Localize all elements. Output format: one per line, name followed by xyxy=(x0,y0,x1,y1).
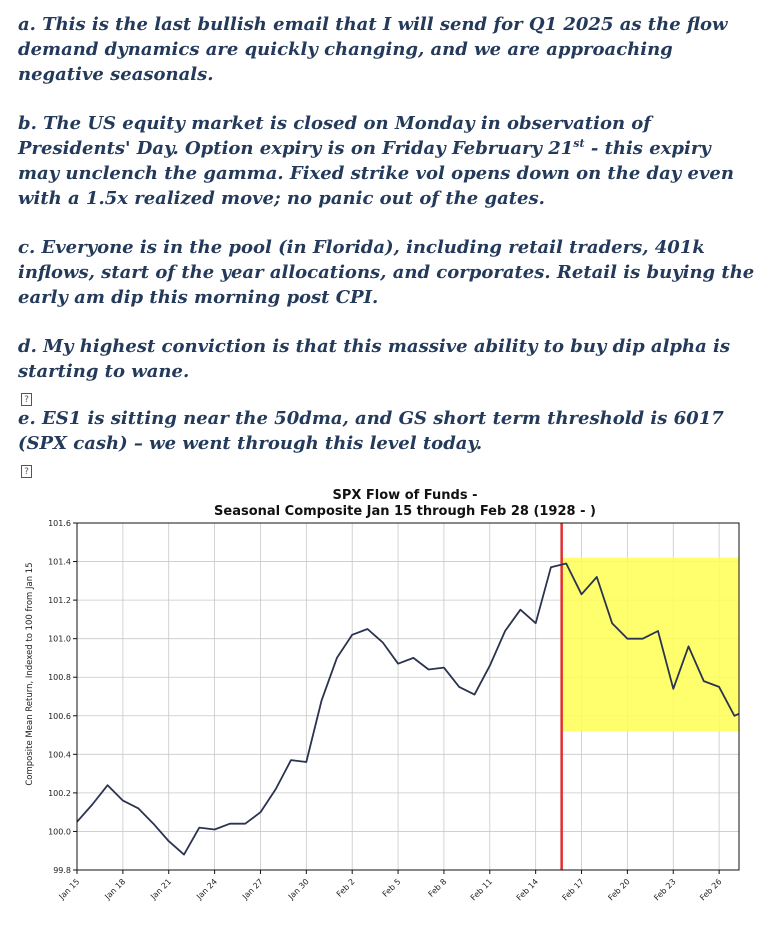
highlight-band xyxy=(561,557,739,732)
image-placeholder-row-1: ? xyxy=(18,384,758,406)
y-tick-label: 101.4 xyxy=(48,558,71,567)
y-tick-label: 101.2 xyxy=(48,596,71,605)
x-tick-label: Feb 23 xyxy=(652,877,677,902)
x-tick-label: Feb 2 xyxy=(335,877,357,899)
x-tick-label: Feb 8 xyxy=(427,877,449,899)
paragraph-b-text: b. The US equity market is closed on Mon… xyxy=(18,113,652,159)
paragraph-c: c. Everyone is in the pool (in Florida),… xyxy=(18,237,755,308)
y-tick-label: 100.2 xyxy=(48,789,71,798)
paragraph-d: d. My highest conviction is that this ma… xyxy=(18,336,731,382)
paragraph-a: a. This is the last bullish email that I… xyxy=(18,14,728,85)
x-tick-label: Feb 14 xyxy=(515,877,540,902)
y-tick-label: 101.6 xyxy=(48,519,71,528)
x-tick-label: Feb 11 xyxy=(469,877,494,902)
email-body: a. This is the last bullish email that I… xyxy=(18,12,758,478)
x-tick-label: Jan 18 xyxy=(102,877,127,902)
image-placeholder-row-2: ? xyxy=(18,456,758,478)
chart-title-line2: Seasonal Composite Jan 15 through Feb 28… xyxy=(214,504,596,519)
paragraph-b-text-cont: - this expiry may unclench the gamma. Fi… xyxy=(18,138,734,209)
y-tick-label: 100.6 xyxy=(48,712,71,721)
y-tick-label: 100.0 xyxy=(48,827,71,836)
y-tick-label: 100.8 xyxy=(48,673,71,682)
x-tick-label: Jan 27 xyxy=(240,877,265,902)
y-axis-label: Composite Mean Return, Indexed to 100 fr… xyxy=(25,562,35,785)
paragraph-b-superscript: st xyxy=(573,137,585,150)
x-tick-label: Feb 17 xyxy=(561,877,586,902)
y-axis-ticks: 99.8 100.0 100.2 100.4 100.6 100.8 101.0 101.2 1… xyxy=(48,519,77,875)
x-axis-ticks: Jan 15 Jan 18 Jan 21 Jan 24 Jan 27 Jan 30 Feb … xyxy=(57,870,724,902)
x-tick-label: Jan 15 xyxy=(57,877,82,902)
broken-image-icon: ? xyxy=(21,393,32,406)
y-tick-label: 99.8 xyxy=(53,866,71,875)
chart-container: SPX Flow of Funds - Seasonal Composite J… xyxy=(0,484,770,931)
x-tick-label: Feb 20 xyxy=(606,877,631,902)
chart-title-line1: SPX Flow of Funds - xyxy=(332,488,477,503)
x-tick-label: Jan 24 xyxy=(194,877,219,902)
paragraph-b: b. The US equity market is closed on Mon… xyxy=(18,111,758,211)
y-tick-label: 100.4 xyxy=(48,750,71,759)
seasonal-flow-chart: SPX Flow of Funds - Seasonal Composite J… xyxy=(25,488,740,902)
broken-image-icon: ? xyxy=(21,465,32,478)
plot-frame xyxy=(76,522,740,871)
x-tick-label: Jan 30 xyxy=(286,877,311,902)
series-line xyxy=(76,562,740,856)
y-tick-label: 101.0 xyxy=(48,635,71,644)
x-tick-label: Feb 5 xyxy=(381,877,403,899)
paragraph-e: e. ES1 is sitting near the 50dma, and GS… xyxy=(18,408,724,454)
x-tick-label: Feb 26 xyxy=(698,877,723,902)
x-tick-label: Jan 21 xyxy=(148,877,173,902)
